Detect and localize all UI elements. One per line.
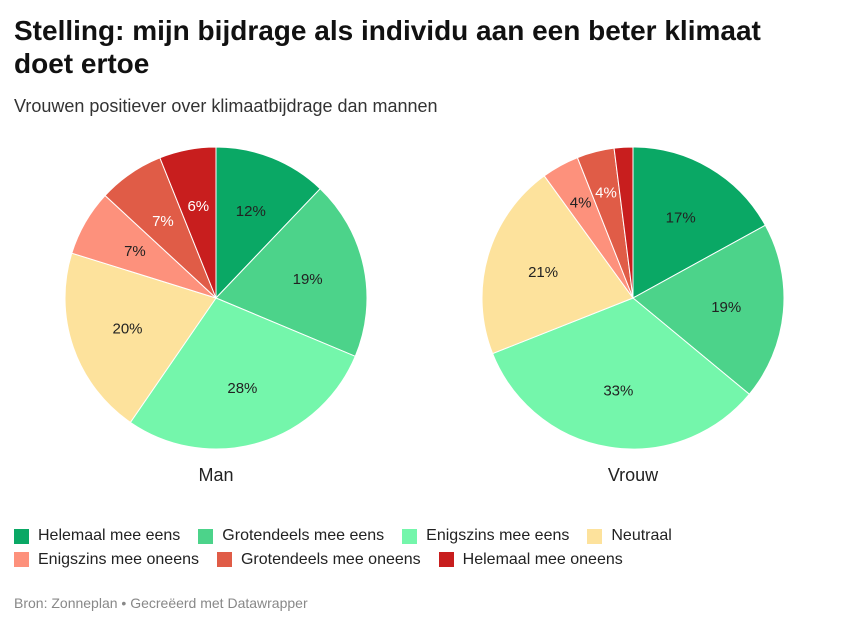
slice-label: 33% [603, 382, 633, 399]
legend-swatch [198, 528, 214, 544]
slice-label: 19% [711, 299, 741, 316]
legend-swatch [216, 552, 232, 567]
legend-label: Enigszins mee oneens [38, 550, 199, 568]
pie-slice [491, 297, 751, 450]
legend-item: Enigszins mee eens [402, 525, 569, 547]
legend-label: Helemaal mee eens [38, 527, 181, 544]
slice-label: 21% [528, 264, 558, 281]
pie-slice [129, 297, 356, 450]
chart-title: Stelling: mijn bijdrage als individu aan… [14, 15, 761, 79]
slice-label: 7% [124, 243, 146, 260]
legend-swatch [438, 552, 454, 567]
pie-slice [215, 146, 321, 300]
pie-charts: 12% 19% 28% 20% 7% 7% 6% Man 17% 19% 33% 21% 4%4% Vro… [64, 146, 785, 485]
legend-label: Neutraal [611, 527, 672, 544]
pie-slice [159, 146, 217, 299]
legend-label: Grotendeels mee oneens [240, 550, 421, 568]
pie-name-label: Man [198, 465, 233, 485]
slice-label: 19% [293, 271, 323, 288]
legend-label: Helemaal mee oneens [462, 550, 623, 568]
pie-name-label: Vrouw [608, 465, 659, 485]
slice-label: 28% [227, 380, 257, 397]
legend-label: Enigszins mee eens [426, 527, 570, 544]
pie-slice [613, 146, 634, 299]
legend-item: Enigszins mee oneens [14, 549, 199, 571]
slice-label: 4% [595, 185, 617, 202]
legend-swatch [14, 552, 29, 567]
pie-slice [64, 252, 217, 424]
pie-slice [481, 175, 634, 355]
legend-item: Helemaal mee eens [14, 525, 180, 547]
slice-label: 12% [236, 203, 266, 220]
legend-swatch [402, 528, 418, 544]
source-note: Bron: Zonneplan • Gecreëerd met Datawrap… [14, 595, 308, 611]
legend-swatch [14, 528, 29, 544]
slice-label: 6% [187, 198, 209, 215]
pie-slice [215, 188, 368, 357]
slice-label: 4% [570, 195, 592, 212]
legend: Helemaal mee eens Grotendeels mee eens Eni… [14, 525, 714, 572]
legend-item: Helemaal mee oneens [438, 549, 623, 571]
pie-slice [632, 146, 767, 299]
chart-subtitle: Vrouwen positiever over klimaatbijdrage … [14, 96, 438, 116]
legend-item: Neutraal [587, 525, 672, 547]
legend-label: Grotendeels mee eens [222, 527, 385, 544]
pie-slice [632, 224, 785, 395]
legend-item: Grotendeels mee eens [198, 525, 384, 547]
slice-label: 7% [152, 213, 174, 230]
slice-label: 17% [666, 209, 696, 226]
legend-item: Grotendeels mee oneens [216, 549, 421, 571]
legend-swatch [587, 528, 603, 544]
slice-label: 20% [113, 321, 143, 338]
